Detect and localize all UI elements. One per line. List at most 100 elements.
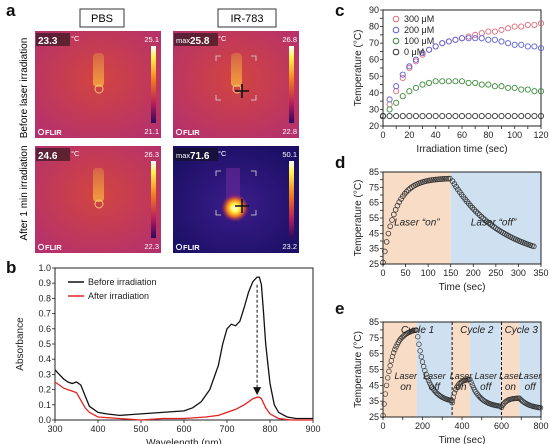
x-tick-label: 800 xyxy=(262,424,277,434)
laser-off-region xyxy=(416,322,453,417)
y-tick-label: 30 xyxy=(369,104,379,114)
data-point xyxy=(498,38,505,45)
on-word: on xyxy=(400,382,412,393)
data-point xyxy=(439,113,446,120)
y-tick-label: 0.4 xyxy=(38,354,51,364)
data-point xyxy=(419,50,426,57)
data-point xyxy=(415,334,421,340)
chart-c: 0 20 40 60 80 100 1202030405060708090Irradiati… xyxy=(353,5,549,155)
panel-label-b: b xyxy=(6,258,16,277)
data-point xyxy=(505,113,512,120)
temp-reading: 24.6 xyxy=(38,151,58,162)
scale-max: 26.3 xyxy=(144,150,159,159)
data-point xyxy=(478,213,485,220)
data-point xyxy=(419,113,426,120)
focus-brackets xyxy=(215,55,257,101)
data-point xyxy=(439,40,446,47)
legend-marker xyxy=(392,26,400,34)
laser-word: Laser xyxy=(450,371,474,381)
data-point xyxy=(478,30,485,37)
data-point xyxy=(418,354,424,360)
x-tick-label: 50 xyxy=(401,268,411,278)
data-point xyxy=(524,21,531,28)
data-point xyxy=(428,177,435,183)
data-point xyxy=(458,78,466,85)
data-point xyxy=(391,350,397,356)
off-word: off xyxy=(525,382,537,393)
thermal-image-2: max 25.8 °C 26.8 22.8 FLIR xyxy=(173,31,299,138)
data-point xyxy=(531,88,538,95)
data-point xyxy=(458,113,466,120)
laser-on-label: Laser “on” xyxy=(394,217,440,228)
data-point xyxy=(449,398,455,404)
x-axis-label: Wavelength (nm) xyxy=(146,438,222,444)
data-point xyxy=(518,86,525,93)
y-tick-label: 45 xyxy=(369,380,379,390)
y-tick-label: 0.1 xyxy=(38,400,51,410)
data-point xyxy=(465,79,472,86)
data-point xyxy=(453,387,459,393)
laser-word: Laser xyxy=(499,371,523,381)
data-point xyxy=(449,178,456,184)
data-point xyxy=(465,33,472,40)
y-tick-label: 35 xyxy=(369,244,379,254)
y-tick-label: 25 xyxy=(369,259,379,269)
laser-on-region xyxy=(501,322,520,417)
data-point xyxy=(451,181,458,187)
data-point xyxy=(472,79,479,86)
data-point xyxy=(452,36,459,43)
data-point xyxy=(425,377,432,383)
x-tick-label: 100 xyxy=(421,268,436,278)
y-tick-label: 45 xyxy=(369,228,379,238)
scale-min: 22.8 xyxy=(282,127,297,136)
data-point xyxy=(518,23,525,30)
data-point xyxy=(482,217,488,223)
x-tick-label: 80 xyxy=(483,130,493,140)
x-tick-label: 0 xyxy=(380,268,385,278)
data-point xyxy=(423,371,429,377)
data-point xyxy=(386,96,393,103)
scale-min: 22.3 xyxy=(144,242,159,251)
data-point xyxy=(478,35,485,42)
data-point xyxy=(406,113,413,120)
x-axis-label: Time (sec) xyxy=(439,435,486,444)
data-point xyxy=(432,43,439,50)
temp-unit: °C xyxy=(71,149,80,158)
data-point xyxy=(531,43,538,50)
chart-b: 300 400 500 600 700 800 900 0.0 0.1 0.2 0.3 0.4 0.5 0… xyxy=(15,263,321,444)
data-point xyxy=(472,35,479,42)
data-point xyxy=(467,376,473,383)
y-tick-label: 0.9 xyxy=(38,278,51,288)
col-title-ir783: IR-783 xyxy=(230,13,263,25)
chart-d: 0 50 100 150 200 250 300 350 25 35 45 55 65 75 85 Time … xyxy=(353,167,549,293)
x-tick-label: 400 xyxy=(90,424,105,434)
legend-label: 0 μM xyxy=(404,47,424,57)
data-point xyxy=(382,248,388,255)
data-point xyxy=(491,83,498,90)
panel-label-a: a xyxy=(6,1,16,20)
x-axis-label: Irradiation time (sec) xyxy=(416,144,507,155)
scale-min: 23.2 xyxy=(282,242,297,251)
x-tick-label: 40 xyxy=(431,130,441,140)
laser-on-region xyxy=(452,322,470,417)
data-point xyxy=(480,215,487,222)
y-tick-label: 85 xyxy=(369,317,379,327)
data-point xyxy=(399,74,406,81)
reading-bg xyxy=(36,33,70,46)
data-point xyxy=(484,218,490,225)
data-point xyxy=(393,99,400,106)
data-point xyxy=(443,175,450,182)
data-point xyxy=(487,221,494,228)
y-tick-label: 80 xyxy=(369,22,379,32)
on-word: on xyxy=(505,382,517,393)
data-point xyxy=(386,368,392,374)
reading-bg xyxy=(174,148,218,161)
cycle-label: Cycle 2 xyxy=(460,325,494,336)
data-point xyxy=(445,175,451,182)
data-point xyxy=(413,327,419,333)
data-point xyxy=(465,113,472,120)
data-point xyxy=(511,113,518,120)
data-point xyxy=(391,211,397,218)
data-point xyxy=(432,176,439,183)
data-point xyxy=(387,223,394,230)
